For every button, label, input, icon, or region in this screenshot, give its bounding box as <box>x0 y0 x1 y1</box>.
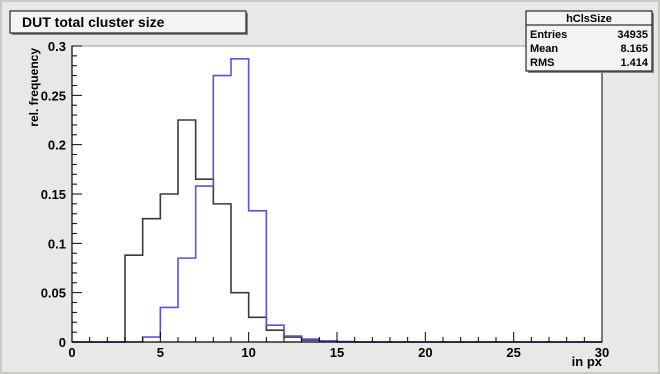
x-tick-label: 5 <box>157 345 164 360</box>
title-box-frame <box>9 10 247 34</box>
y-axis-label: rel. frequency <box>27 48 41 127</box>
chart-title: DUT total cluster size <box>22 14 165 30</box>
stats-box: hClsSize Entries 34935 Mean 8.165 RMS 1.… <box>525 10 654 73</box>
stats-box-frame <box>525 10 653 72</box>
x-axis-label: in px <box>572 354 603 369</box>
y-tick-label: 0.25 <box>41 88 66 103</box>
x-tick-label: 15 <box>330 345 344 360</box>
y-tick-label: 0.3 <box>48 39 66 54</box>
x-tick-label: 0 <box>68 345 75 360</box>
stats-value-rms: 1.414 <box>620 57 648 69</box>
stats-value-mean: 8.165 <box>620 43 648 55</box>
stats-label-entries: Entries <box>530 29 567 41</box>
y-tick-label: 0 <box>59 335 66 350</box>
x-tick-label: 30 <box>595 345 609 360</box>
plot-frame <box>71 45 603 343</box>
axes-layer: 0 5 10 15 20 25 30 0 0.05 0.1 0.15 0.2 0.25 0.3 <box>41 39 610 360</box>
y-tick-label: 0.05 <box>41 286 66 301</box>
stats-label-rms: RMS <box>530 57 554 69</box>
y-tick-label: 0.15 <box>41 187 66 202</box>
stats-label-mean: Mean <box>530 43 558 55</box>
y-tick-label: 0.2 <box>48 138 66 153</box>
x-tick-label: 20 <box>418 345 432 360</box>
y-tick-label: 0.1 <box>48 236 66 251</box>
x-tick-label: 10 <box>241 345 255 360</box>
title-box: DUT total cluster size <box>9 10 248 35</box>
stats-box-name: hClsSize <box>566 13 612 25</box>
stats-value-entries: 34935 <box>617 29 648 41</box>
x-tick-label: 25 <box>506 345 520 360</box>
